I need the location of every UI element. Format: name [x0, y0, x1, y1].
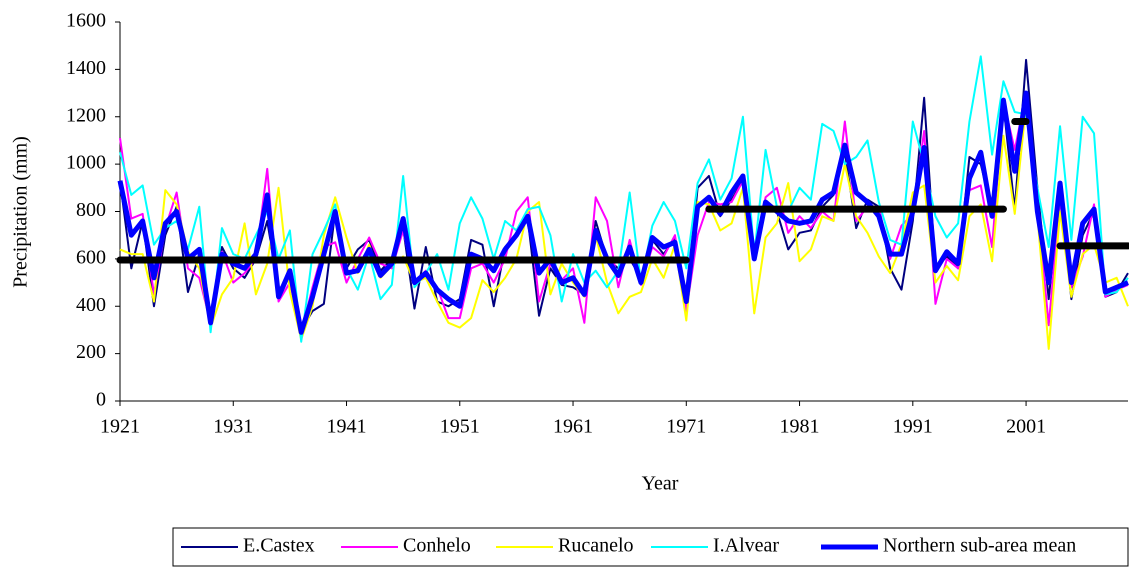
y-tick-label: 600: [76, 246, 106, 268]
x-tick-label: 2001: [1006, 416, 1046, 438]
y-axis-label: Precipitation (mm): [10, 136, 32, 288]
legend-label: Conhelo: [403, 535, 471, 557]
series-line: [119, 55, 1129, 343]
x-tick-label: 1981: [780, 416, 820, 438]
series-line: [119, 58, 1129, 331]
x-tick-label: 1971: [666, 416, 706, 438]
x-tick-label: 1931: [213, 416, 253, 438]
y-tick-label: 1200: [66, 104, 106, 126]
x-tick-label: 1951: [440, 416, 480, 438]
y-tick-label: 800: [76, 199, 106, 221]
y-tick-label: 0: [96, 389, 106, 411]
legend-label: I.Alvear: [713, 535, 779, 557]
y-tick-label: 400: [76, 294, 106, 316]
series-line: [117, 90, 1129, 335]
y-tick-label: 200: [76, 341, 106, 363]
legend-label: Rucanelo: [558, 535, 634, 557]
x-tick-label: 1961: [553, 416, 593, 438]
x-tick-label: 1921: [100, 416, 140, 438]
y-tick-label: 1000: [66, 152, 106, 174]
legend-box: [172, 527, 1129, 567]
legend-label: Northern sub-area mean: [883, 535, 1076, 557]
x-tick-label: 1941: [327, 416, 367, 438]
y-tick-label: 1400: [66, 57, 106, 79]
y-tick-label: 1600: [66, 10, 106, 32]
x-tick-label: 1991: [893, 416, 933, 438]
x-axis-label: Year: [642, 473, 679, 495]
legend-label: E.Castex: [243, 535, 315, 557]
